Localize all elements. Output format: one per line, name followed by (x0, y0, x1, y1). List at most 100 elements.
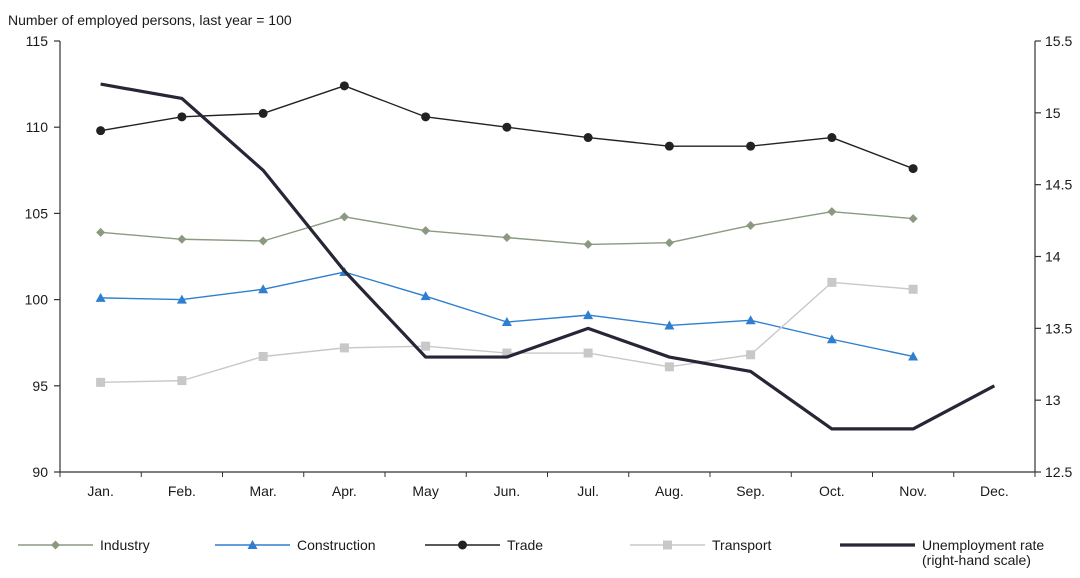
legend-label-line: Trade (507, 537, 543, 553)
legend-marker (663, 540, 672, 550)
series-line (100, 271, 914, 358)
legend-label-line: Unemployment rate (922, 537, 1044, 553)
data-point (95, 292, 106, 302)
data-point (746, 350, 756, 360)
data-point (177, 234, 187, 244)
data-point (176, 294, 187, 304)
legend-item: Trade (425, 537, 543, 553)
data-point (583, 348, 593, 358)
left-tick-label: 105 (25, 205, 49, 221)
data-point (96, 227, 106, 237)
data-point (502, 348, 512, 358)
legend: Industry Construction Trade Transport Unempl… (18, 537, 1044, 568)
legend-label-line: Construction (297, 537, 376, 553)
data-point (908, 284, 918, 294)
data-point (827, 207, 837, 217)
series-transport (96, 277, 918, 387)
legend-item: Unemployment rate (right-hand scale) (840, 537, 1044, 568)
legend-label: Unemployment rate (right-hand scale) (922, 537, 1044, 568)
legend-item: Industry (18, 537, 150, 553)
series-line (100, 82, 996, 431)
legend-item: Transport (630, 537, 772, 553)
data-point (258, 351, 268, 361)
data-point (908, 164, 918, 174)
data-point (421, 112, 431, 122)
legend-marker (247, 540, 258, 549)
x-tick-label: Aug. (655, 483, 684, 499)
x-tick-label: Dec. (980, 483, 1009, 499)
right-tick-label: 12.5 (1045, 464, 1072, 480)
data-point (421, 341, 431, 351)
right-tick-label: 15.5 (1045, 33, 1072, 49)
x-tick-label: Jul. (577, 483, 599, 499)
series-trade (96, 81, 918, 174)
data-point (339, 343, 349, 353)
series-unemployment-rate (100, 82, 996, 431)
data-point (908, 214, 918, 224)
data-point (258, 284, 269, 294)
x-tick-label: Nov. (899, 483, 927, 499)
left-tick-label: 90 (32, 464, 48, 480)
data-point (746, 220, 756, 230)
data-point (664, 141, 674, 151)
x-tick-label: Mar. (250, 483, 277, 499)
left-tick-label: 95 (32, 378, 48, 394)
data-point (420, 291, 431, 301)
data-point (664, 362, 674, 372)
series-line (100, 281, 914, 384)
data-point (96, 377, 106, 387)
data-point (258, 236, 268, 246)
legend-label-line: (right-hand scale) (922, 552, 1031, 568)
legend-label-line: Transport (712, 537, 772, 553)
legend-label: Construction (297, 537, 376, 553)
data-point (746, 141, 756, 151)
legend-label: Trade (507, 537, 543, 553)
left-tick-label: 115 (26, 33, 49, 49)
right-tick-label: 13 (1045, 392, 1061, 408)
x-tick-label: Feb. (168, 483, 196, 499)
data-point (827, 277, 837, 287)
data-point (745, 315, 756, 325)
data-point (339, 81, 349, 91)
data-point (908, 351, 919, 361)
right-tick-label: 15 (1045, 105, 1061, 121)
data-point (826, 334, 837, 344)
left-tick-label: 100 (25, 292, 49, 308)
data-point (96, 126, 106, 136)
right-tick-label: 14.5 (1045, 177, 1072, 193)
data-point (664, 238, 674, 248)
left-tick-label: 110 (26, 119, 49, 135)
data-point (583, 239, 593, 249)
x-tick-label: Oct. (819, 483, 845, 499)
series-construction (95, 267, 919, 361)
legend-label: Industry (100, 537, 150, 553)
data-point (258, 108, 268, 118)
legend-item: Construction (215, 537, 376, 553)
x-tick-label: Jan. (87, 483, 113, 499)
data-point (421, 226, 431, 236)
data-point (177, 376, 187, 386)
x-tick-label: Jun. (494, 483, 520, 499)
data-point (583, 133, 593, 143)
right-tick-label: 14 (1045, 249, 1061, 265)
data-point (583, 310, 594, 320)
legend-label-line: Industry (100, 537, 150, 553)
right-tick-label: 13.5 (1045, 320, 1072, 336)
x-tick-label: Apr. (332, 483, 357, 499)
data-point (501, 317, 512, 327)
legend-label: Transport (712, 537, 772, 553)
legend-marker (458, 540, 467, 550)
legend-marker (51, 540, 60, 550)
y-axis-title: Number of employed persons, last year = … (8, 12, 292, 28)
x-tick-label: Sep. (736, 483, 765, 499)
data-point (664, 320, 675, 330)
data-point (502, 122, 512, 132)
data-point (502, 233, 512, 243)
x-tick-label: May (412, 483, 438, 499)
data-point (339, 212, 349, 222)
data-point (827, 133, 837, 143)
series-industry (96, 207, 918, 249)
data-point (177, 112, 187, 122)
